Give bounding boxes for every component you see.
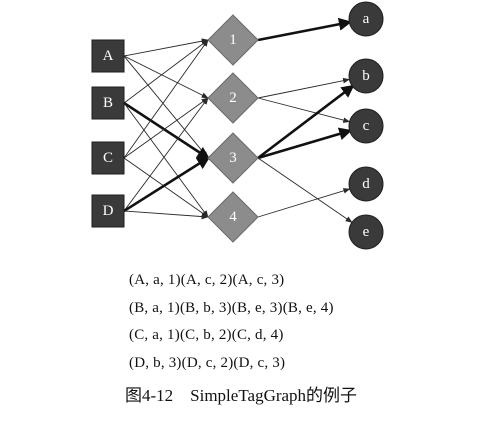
edge-A-1 [123, 38, 209, 57]
tag-node-2 [207, 72, 259, 124]
tag-node-4 [207, 191, 259, 243]
tag-label-2: 2 [229, 90, 237, 106]
source-node-A [91, 39, 125, 73]
edge-D-4 [123, 210, 209, 220]
tag-graph-diagram: A B C D 1 2 3 4 a b c d e [91, 1, 384, 250]
tag-node-3 [207, 132, 259, 184]
source-node-B [91, 86, 125, 120]
edge-2-c [257, 97, 351, 123]
source-label-B: B [103, 95, 113, 111]
tuple-line-d: (D, b, 3)(D, c, 2)(D, c, 3) [129, 355, 286, 371]
edges [123, 17, 355, 223]
source-label-D: D [103, 203, 114, 219]
edge-3-c [257, 127, 353, 160]
target-label-c: c [363, 118, 370, 134]
edge-D-2 [123, 97, 209, 212]
tuple-line-a: (A, a, 1)(A, c, 2)(A, c, 3) [129, 272, 285, 288]
edge-1-a [257, 17, 352, 42]
tag-label-1: 1 [229, 32, 237, 48]
source-node-D [91, 194, 125, 228]
target-label-e: e [363, 224, 370, 240]
target-label-b: b [362, 68, 370, 84]
source-node-C [91, 141, 125, 175]
edge-B-4 [123, 102, 209, 218]
target-node-e [348, 214, 384, 250]
edge-A-2 [123, 55, 209, 99]
target-node-d [348, 166, 384, 202]
target-label-a: a [363, 11, 370, 27]
target-node-a [348, 1, 384, 37]
edge-4-d [257, 188, 351, 218]
tag-node-1 [207, 14, 259, 66]
edge-3-b [257, 84, 355, 160]
edge-B-1 [123, 39, 209, 104]
target-node-c [348, 108, 384, 144]
target-label-d: d [362, 176, 370, 192]
edge-C-2 [123, 97, 209, 159]
edge-A-3 [123, 55, 209, 159]
source-label-C: C [103, 150, 113, 166]
tag-label-3: 3 [229, 150, 237, 166]
edge-B-3 [123, 101, 211, 160]
edge-C-4 [123, 157, 209, 218]
tag-label-4: 4 [229, 209, 237, 225]
tuple-line-c: (C, a, 1)(C, b, 2)(C, d, 4) [129, 327, 284, 343]
nodes: A B C D 1 2 3 4 a b c d e [91, 1, 384, 250]
target-node-b [348, 58, 384, 94]
tuple-line-b: (B, a, 1)(B, b, 3)(B, e, 3)(B, e, 4) [129, 300, 334, 316]
edge-D-3 [123, 156, 211, 213]
edge-3-e [257, 157, 353, 223]
figure-caption: 图4-12 SimpleTagGraph的例子 [125, 386, 358, 405]
source-label-A: A [103, 48, 114, 64]
edge-C-1 [123, 39, 209, 159]
edge-2-b [257, 77, 351, 99]
